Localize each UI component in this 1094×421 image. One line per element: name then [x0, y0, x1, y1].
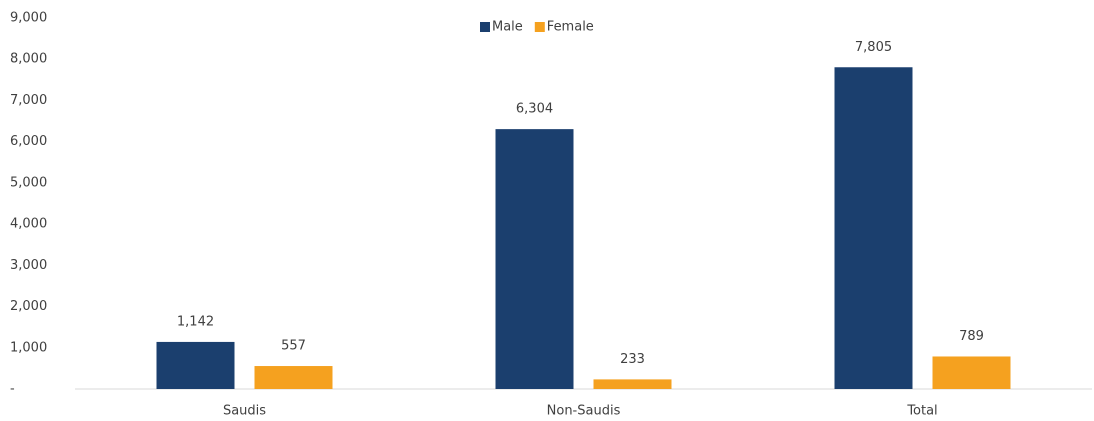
bar	[254, 366, 333, 389]
legend-label: Male	[492, 20, 523, 35]
y-tick-label: 7,000	[10, 93, 47, 108]
x-tick-label: Total	[906, 404, 937, 419]
y-tick-label: -	[10, 382, 15, 397]
y-tick-label: 8,000	[10, 52, 47, 67]
bar	[495, 129, 574, 389]
y-tick-label: 3,000	[10, 258, 47, 273]
value-label: 233	[620, 352, 645, 367]
y-tick-label: 1,000	[10, 340, 47, 355]
x-tick-label: Non-Saudis	[547, 404, 621, 419]
y-tick-label: 2,000	[10, 299, 47, 314]
y-tick-label: 6,000	[10, 134, 47, 149]
bar	[834, 67, 913, 389]
legend-swatch	[480, 22, 490, 32]
value-label: 1,142	[177, 314, 214, 329]
y-tick-label: 4,000	[10, 217, 47, 232]
value-label: 557	[281, 339, 306, 354]
y-tick-label: 5,000	[10, 175, 47, 190]
legend-swatch	[534, 22, 545, 32]
y-tick-label: 9,000	[10, 11, 47, 26]
value-label: 789	[959, 329, 984, 344]
x-tick-label: Saudis	[223, 404, 266, 419]
bar	[932, 356, 1011, 389]
value-label: 7,805	[855, 40, 892, 55]
bar	[156, 341, 235, 389]
value-label: 6,304	[516, 102, 553, 117]
bar	[593, 379, 672, 389]
legend-label: Female	[547, 20, 594, 35]
